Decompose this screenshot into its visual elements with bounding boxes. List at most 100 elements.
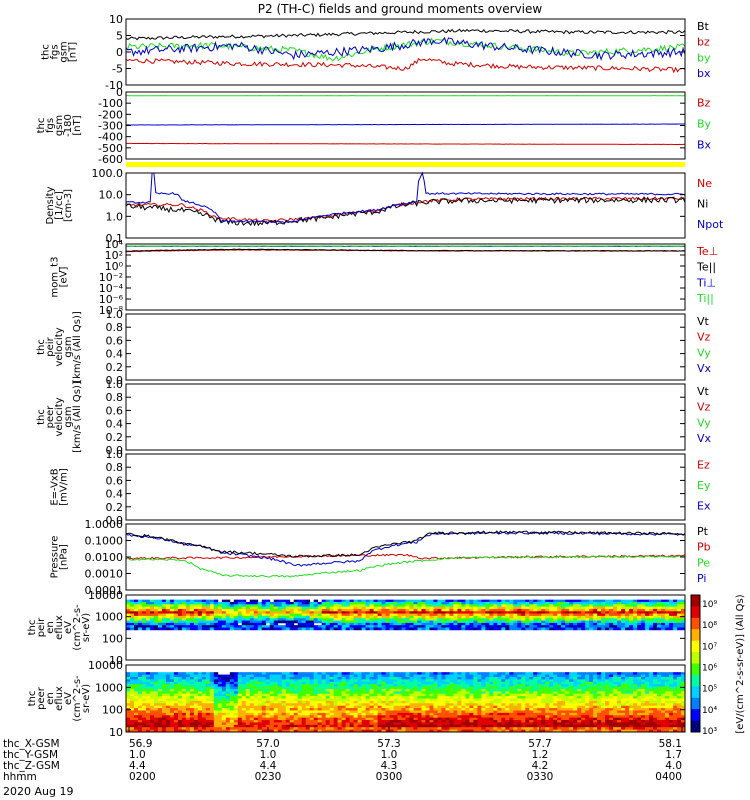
spectrogram-cell: [133, 727, 139, 730]
spectrogram-cell: [285, 622, 291, 626]
spectrogram-cell: [161, 686, 167, 690]
spectrogram-cell: [445, 672, 450, 675]
spectrogram-cell: [557, 601, 562, 605]
spectrogram-cell: [329, 691, 335, 695]
spectrogram-cell: [417, 703, 422, 707]
spectrogram-cell: [401, 606, 406, 610]
spectrogram-cell: [481, 693, 486, 697]
spectrogram-cell: [345, 727, 350, 730]
spectrogram-cell: [165, 715, 171, 719]
spectrogram-cell: [265, 720, 271, 723]
spectrogram-cell: [145, 729, 151, 733]
spectrogram-cell: [197, 715, 203, 719]
spectrogram-cell: [405, 693, 410, 697]
spectrogram-cell: [553, 686, 558, 690]
spectrogram-cell: [389, 698, 394, 702]
spectrogram-cell: [325, 696, 331, 699]
spectrogram-cell: [401, 693, 406, 697]
spectrogram-cell: [293, 700, 299, 704]
spectrogram-cell: [137, 627, 143, 631]
spectrogram-cell: [161, 708, 167, 711]
spectrogram-cell: [577, 606, 582, 610]
spectrogram-cell: [169, 608, 175, 612]
spectrogram-cell: [413, 700, 418, 704]
spectrogram-cell: [369, 715, 374, 719]
spectrogram-cell: [233, 722, 239, 726]
spectrogram-cell: [137, 710, 143, 714]
spectrogram-cell: [433, 615, 438, 619]
spectrogram-cell: [249, 625, 255, 628]
spectrogram-cell: [321, 674, 327, 678]
spectrogram-cell: [149, 606, 155, 610]
spectrogram-cell: [253, 727, 259, 730]
spectrogram-cell: [401, 724, 406, 728]
spectrogram-cell: [277, 611, 283, 614]
spectrogram-cell: [437, 686, 442, 690]
spectrogram-cell: [437, 620, 442, 624]
spectrogram-cell: [141, 615, 147, 619]
spectrogram-cell: [377, 684, 382, 687]
spectrogram-cell: [497, 691, 502, 695]
spectrogram-cell: [197, 720, 203, 723]
spectrogram-cell: [469, 684, 474, 687]
spectrogram-cell: [577, 608, 582, 612]
spectrogram-cell: [201, 676, 207, 680]
spectrogram-cell: [325, 672, 331, 675]
spectrogram-cell: [281, 712, 287, 716]
spectrogram-cell: [621, 608, 626, 612]
spectrogram-cell: [261, 613, 267, 617]
spectrogram-cell: [289, 676, 295, 680]
spectrogram-cell: [405, 627, 410, 631]
spectrogram-cell: [181, 679, 187, 683]
spectrogram-cell: [193, 606, 199, 610]
spectrogram-cell: [205, 625, 211, 628]
spectrogram-cell: [381, 712, 386, 716]
spectrogram-cell: [365, 686, 370, 690]
spectrogram-cell: [285, 710, 291, 714]
spectrogram-cell: [169, 698, 175, 702]
spectrogram-cell: [625, 625, 630, 628]
spectrogram-cell: [257, 724, 263, 728]
spectrogram-cell: [553, 696, 558, 699]
spectrogram-cell: [609, 613, 614, 617]
spectrogram-cell: [345, 720, 350, 723]
spectrogram-cell: [441, 611, 446, 614]
spectrogram-cell: [397, 700, 402, 704]
spectrogram-cell: [389, 599, 394, 603]
spectrogram-cell: [445, 693, 450, 697]
spectrogram-cell: [249, 618, 255, 621]
spectrogram-cell: [281, 715, 287, 719]
spectrogram-cell: [573, 608, 578, 612]
spectrogram-cell: [389, 729, 394, 733]
spectrogram-cell: [193, 691, 199, 695]
spectrogram-cell: [505, 627, 510, 631]
spectrogram-cell: [369, 727, 374, 730]
spectrogram-cell: [405, 618, 410, 621]
spectrogram-cell: [429, 698, 434, 702]
spectrogram-cell: [433, 674, 438, 678]
spectrogram-cell: [185, 688, 191, 692]
spectrogram-cell: [597, 606, 602, 610]
spectrogram-cell: [525, 698, 530, 702]
spectrogram-cell: [549, 606, 554, 610]
spectrogram-cell: [197, 698, 203, 702]
spectrogram-cell: [497, 696, 502, 699]
spectrogram-cell: [573, 625, 578, 628]
spectrogram-cell: [285, 717, 291, 721]
spectrogram-cell: [381, 724, 386, 728]
spectrogram-cell: [493, 688, 498, 692]
y-axis-label: [nT]: [72, 115, 83, 135]
spectrogram-cell: [157, 681, 163, 685]
spectrogram-cell: [477, 703, 482, 707]
spectrogram-cell: [389, 722, 394, 726]
spectrogram-cell: [429, 688, 434, 692]
spectrogram-cell: [421, 627, 426, 631]
spectrogram-cell: [425, 708, 430, 711]
spectrogram-cell: [281, 705, 287, 709]
spectrogram-cell: [433, 729, 438, 733]
spectrogram-cell: [229, 710, 235, 714]
spectrogram-cell: [361, 708, 366, 711]
spectrogram-cell: [281, 672, 287, 675]
spectrogram-cell: [525, 708, 530, 711]
spectrogram-cell: [217, 679, 223, 683]
